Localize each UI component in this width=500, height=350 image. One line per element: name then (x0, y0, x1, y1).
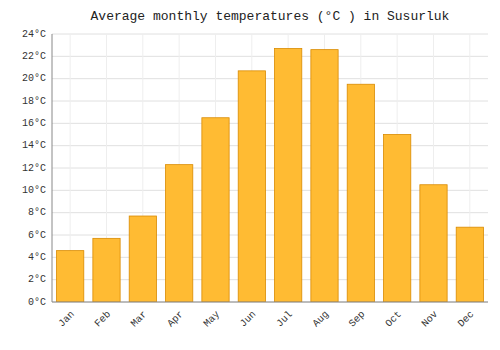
y-tick-label: 4°C (28, 252, 46, 263)
grid-line-y (52, 168, 488, 169)
chart: 0°C 2°C 4°C 6°C 8°C 10°C 12°C 14°C 16°C 18°C 20°C 2… (0, 0, 500, 350)
bars (57, 49, 484, 302)
y-tick-label: 14°C (22, 140, 46, 151)
x-tick-label: Jun (238, 309, 259, 330)
x-tick-label: Sep (347, 309, 368, 330)
x-tick-label: Nov (420, 309, 441, 330)
bar (166, 165, 193, 302)
x-tick-label: Feb (93, 309, 114, 330)
x-tick-label: Mar (129, 309, 150, 330)
bar (275, 49, 302, 302)
y-tick-label: 2°C (28, 274, 46, 285)
grid-line-y (52, 101, 488, 102)
y-tick-label: 6°C (28, 230, 46, 241)
grid-line-y (52, 145, 488, 146)
bar (129, 216, 156, 302)
y-tick-label: 0°C (28, 297, 46, 308)
x-tick-label: Apr (165, 309, 186, 330)
title: Average monthly temperatures (°C ) in Su… (91, 9, 450, 24)
y-tick-label: 20°C (22, 73, 46, 84)
y-tick-label: 10°C (22, 185, 46, 196)
grid-line-y (52, 123, 488, 124)
bar (456, 227, 483, 302)
grid-line-y (52, 302, 488, 303)
x-tick-label: Jan (56, 309, 77, 330)
y-tick-label: 12°C (22, 163, 46, 174)
bar (57, 251, 84, 302)
x-axis-line (52, 302, 488, 303)
y-axis-line (52, 34, 53, 302)
axes: 0°C 2°C 4°C 6°C 8°C 10°C 12°C 14°C 16°C 18°C 20°C 2… (22, 29, 488, 330)
bar (311, 50, 338, 302)
bar (384, 135, 411, 303)
x-tick-label: May (202, 309, 223, 330)
grid (52, 34, 488, 302)
y-tick-label: 8°C (28, 207, 46, 218)
grid-line-y (52, 78, 488, 79)
grid-line-y (52, 56, 488, 57)
grid-line-y (52, 34, 488, 35)
bar (93, 238, 120, 302)
x-tick-label: Jul (274, 309, 295, 330)
y-tick-label: 24°C (22, 29, 46, 40)
x-tick-label: Dec (456, 309, 477, 330)
y-tick-label: 22°C (22, 51, 46, 62)
bar (238, 71, 265, 302)
y-tick-label: 18°C (22, 96, 46, 107)
x-tick-label: Aug (311, 309, 332, 330)
bar (202, 118, 229, 302)
y-tick-label: 16°C (22, 118, 46, 129)
x-tick-label: Oct (383, 309, 404, 330)
bar (347, 84, 374, 302)
bar (420, 185, 447, 302)
